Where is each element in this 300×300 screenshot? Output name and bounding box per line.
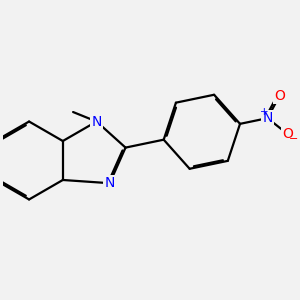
Text: O: O bbox=[274, 89, 285, 103]
Text: N: N bbox=[92, 115, 102, 128]
Text: N: N bbox=[262, 111, 273, 125]
Text: +: + bbox=[260, 107, 268, 117]
Text: −: − bbox=[289, 134, 298, 144]
Text: O: O bbox=[282, 127, 293, 141]
Text: N: N bbox=[104, 176, 115, 190]
